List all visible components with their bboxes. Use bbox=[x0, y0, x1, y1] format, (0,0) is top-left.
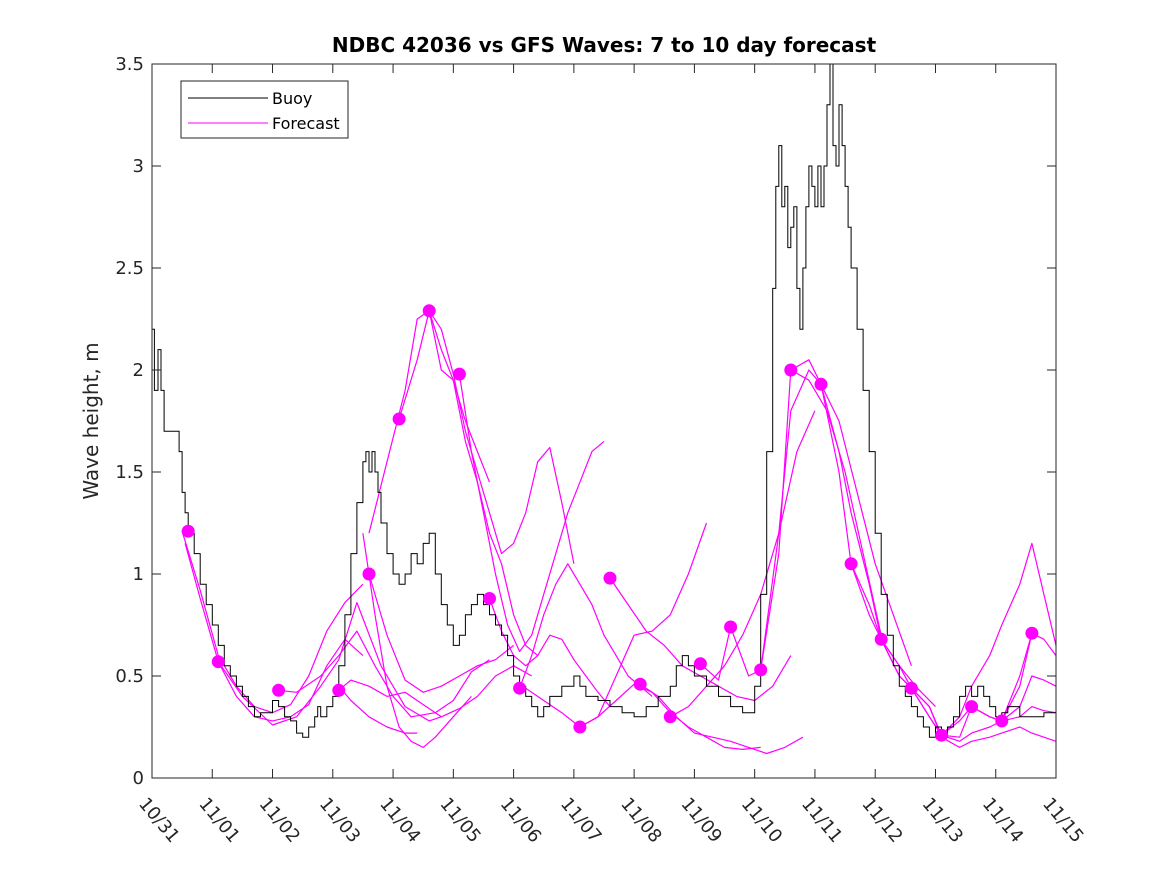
forecast-line-run22 bbox=[790, 359, 936, 708]
forecast-marker-22 bbox=[935, 728, 948, 742]
y-tick-label-0: 0 bbox=[133, 768, 144, 789]
y-tick-label-1: 0.5 bbox=[115, 666, 144, 687]
y-tick-label-5: 2.5 bbox=[115, 258, 144, 279]
y-tick-label-3: 1.5 bbox=[115, 462, 144, 483]
forecast-marker-14 bbox=[693, 657, 707, 671]
plot-area bbox=[152, 64, 1056, 778]
chart-title: NDBC 42036 vs GFS Waves: 7 to 10 day for… bbox=[332, 33, 877, 57]
y-tick-label-2: 1 bbox=[133, 564, 144, 585]
forecast-marker-12 bbox=[633, 677, 647, 691]
forecast-line-run2 bbox=[184, 543, 364, 722]
forecast-line-run6 bbox=[338, 685, 418, 734]
forecast-marker-4 bbox=[362, 567, 376, 581]
forecast-line-run10 bbox=[368, 310, 491, 534]
forecast-line-run5 bbox=[338, 665, 532, 718]
forecast-line-run19 bbox=[670, 410, 816, 718]
forecast-line-run12 bbox=[458, 374, 605, 653]
forecast-line-run13 bbox=[488, 598, 611, 707]
forecast-marker-1 bbox=[211, 655, 225, 669]
forecast-line-run8 bbox=[362, 533, 472, 749]
y-tick-label-7: 3.5 bbox=[115, 54, 144, 75]
forecast-marker-15 bbox=[724, 620, 738, 634]
forecast-marker-0 bbox=[181, 524, 195, 538]
forecast-marker-2 bbox=[272, 683, 286, 697]
forecast-line-run15 bbox=[525, 522, 708, 728]
buoy-line bbox=[152, 63, 1057, 738]
forecast-marker-10 bbox=[573, 720, 587, 734]
forecast-line-run14 bbox=[519, 563, 653, 697]
legend-label-buoy: Buoy bbox=[272, 89, 312, 108]
forecast-line-run20 bbox=[699, 369, 882, 681]
forecast-marker-5 bbox=[392, 412, 406, 426]
forecast-marker-21 bbox=[904, 681, 918, 695]
forecast-marker-7 bbox=[452, 367, 466, 381]
legend-box bbox=[180, 80, 349, 139]
buoy-layer bbox=[152, 63, 1057, 738]
forecast-line-run3 bbox=[217, 601, 442, 726]
forecast-marker-11 bbox=[603, 571, 617, 585]
forecast-marker-23 bbox=[965, 700, 979, 714]
forecast-line-run21 bbox=[760, 369, 912, 670]
forecast-line-run7 bbox=[368, 573, 514, 693]
forecast-line-run18 bbox=[639, 683, 804, 755]
forecast-marker-19 bbox=[844, 557, 858, 571]
forecast-marker-13 bbox=[663, 710, 677, 724]
forecast-line-run9 bbox=[398, 310, 539, 657]
forecast-marker-16 bbox=[754, 663, 768, 677]
legend: Buoy Forecast bbox=[180, 80, 349, 139]
forecast-marker-24 bbox=[995, 714, 1009, 728]
forecast-marker-6 bbox=[422, 304, 436, 318]
forecast-marker-20 bbox=[874, 632, 888, 646]
forecast-marker-3 bbox=[332, 683, 346, 697]
y-axis-ticks: 0 0.5 1 1.5 2 2.5 3 3.5 bbox=[115, 54, 1056, 789]
axes-box bbox=[151, 63, 1057, 779]
forecast-markers bbox=[181, 304, 1039, 742]
y-tick-label-4: 2 bbox=[133, 360, 144, 381]
forecast-marker-8 bbox=[483, 592, 496, 605]
forecast-marker-17 bbox=[784, 363, 798, 377]
legend-label-forecast: Forecast bbox=[272, 114, 340, 133]
y-axis-label: Wave height, m bbox=[79, 342, 103, 499]
y-tick-label-6: 3 bbox=[133, 156, 144, 177]
forecast-marker-25 bbox=[1025, 626, 1039, 640]
forecast-marker-18 bbox=[814, 377, 828, 391]
forecast-lines bbox=[181, 310, 1057, 755]
forecast-line-run29 bbox=[1001, 705, 1057, 722]
forecast-marker-9 bbox=[513, 681, 527, 695]
forecast-line-run27 bbox=[941, 542, 1057, 736]
forecast-line-run4 bbox=[278, 630, 490, 718]
